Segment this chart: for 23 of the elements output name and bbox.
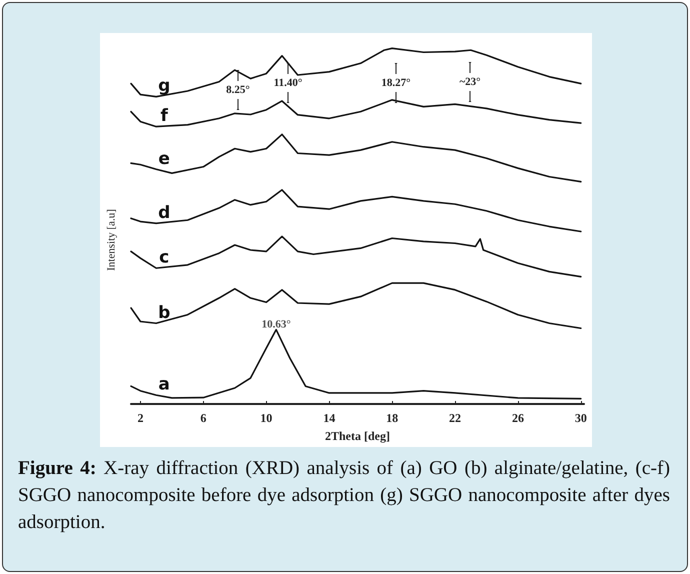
annotation: ~23°: [459, 76, 481, 88]
series-label: b: [158, 302, 170, 323]
x-tick-label: 30: [574, 411, 587, 425]
annotation: 18.27°: [381, 77, 411, 89]
series-label: d: [158, 202, 170, 223]
x-tick-label: 26: [512, 411, 524, 425]
annotation: 11.40°: [274, 77, 302, 89]
x-tick-label: 22: [449, 411, 462, 425]
annotation: 8.25°: [226, 84, 250, 96]
series-label: a: [158, 374, 170, 395]
x-tick-label: 14: [323, 411, 336, 425]
x-tick-label: 10: [260, 411, 272, 425]
y-axis-title: Intensity [a.u]: [106, 209, 118, 271]
series-label: g: [158, 76, 170, 96]
caption: Figure 4: X-ray diffraction (XRD) analysis of (a) GO (b) alginate/gelatine, (c-f) SGGO nanocomposite before dye adsorption (g) SGGO nanocomposite after dyes adsorption.: [18, 457, 670, 535]
series-label: e: [158, 148, 170, 169]
x-axis-title: 2Theta [deg]: [325, 429, 390, 443]
x-tick-label: 6: [200, 411, 206, 425]
annotation: 10.63°: [262, 318, 291, 331]
series-label: c: [159, 248, 170, 268]
x-tick-label: 2: [137, 411, 144, 425]
series-label: f: [160, 106, 168, 126]
x-tick-label: 18: [386, 411, 398, 425]
